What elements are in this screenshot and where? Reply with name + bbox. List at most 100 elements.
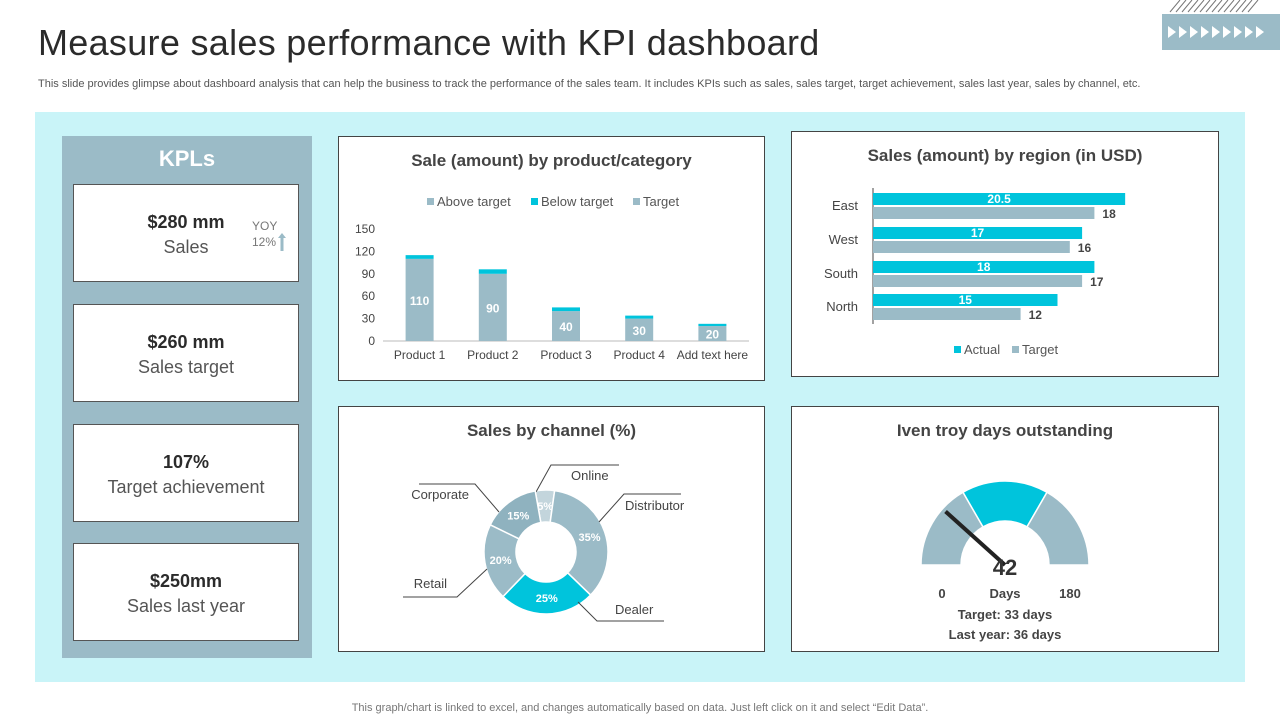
bar-actual-label: 18: [977, 260, 991, 274]
slice-category-label: Online: [571, 468, 609, 483]
slice-category-label: Dealer: [615, 602, 654, 617]
bar-below-target: [552, 307, 580, 312]
kpi-heading: KPLs: [158, 146, 216, 171]
y-tick-label: 30: [362, 312, 376, 326]
page-subtitle: This slide provides glimpse about dashbo…: [38, 78, 1141, 90]
slice-category-label: Retail: [414, 576, 447, 591]
legend-label: Below target: [541, 194, 614, 209]
bar-actual: [873, 294, 1058, 306]
bar-actual-label: 15: [959, 293, 973, 307]
donut-slice-distributor: [549, 489, 609, 597]
y-tick-label: North: [826, 299, 858, 314]
yoy-indicator: YOY 12%: [252, 218, 277, 250]
leader-line: [403, 568, 488, 598]
bar-target: [873, 241, 1070, 253]
gauge-target-text: Target: 33 days: [958, 607, 1052, 622]
slice-value-label: 15%: [507, 510, 529, 522]
channel-chart-card: Sales by channel (%) 5% Online 35% Distribu…: [338, 406, 765, 652]
y-tick-label: 60: [362, 289, 376, 303]
gauge-band: [1025, 491, 1090, 566]
legend-swatch: [633, 198, 640, 205]
chart-title: Iven troy days outstanding: [896, 421, 1114, 440]
bar-target-label: 12: [1029, 308, 1043, 322]
product-chart-card: Sale (amount) by product/category Above …: [338, 136, 765, 381]
x-tick-label: Product 1: [394, 348, 446, 362]
region-chart-card: Sales (amount) by region (in USD) 20.5 18…: [791, 131, 1219, 377]
bar-data-label: 20: [706, 328, 720, 342]
kpi-label: Sales: [163, 237, 209, 257]
kpi-label: Target achievement: [107, 477, 265, 497]
x-tick-label: Product 2: [467, 348, 519, 362]
bar-actual: [873, 193, 1126, 205]
kpi-column: KPLs $280 mm Sales YOY 12% $260 mm Sales…: [62, 136, 312, 658]
bar-actual-label: 17: [971, 226, 985, 240]
legend-label: Actual: [964, 342, 1000, 357]
leader-line: [577, 601, 664, 622]
y-tick-label: South: [824, 266, 858, 281]
kpi-card-target-achievement: 107% Target achievement: [73, 424, 299, 522]
bar-below-target: [625, 315, 654, 319]
bar-data-label: 110: [410, 294, 430, 308]
gauge-max-label: 180: [1059, 586, 1081, 601]
product-bar-chart: Above target Below target Target 0 30 60 90 120…: [355, 194, 749, 362]
yoy-label: YOY: [252, 219, 278, 233]
region-bar-chart: 20.5 18 East 17 16 West 18 17 South 15 12 North Actu…: [824, 188, 1126, 357]
kpi-value: $280 mm: [147, 212, 225, 232]
y-tick-label: 90: [362, 267, 376, 281]
donut-slice-corporate: [489, 490, 542, 540]
bar-below-target: [698, 323, 727, 327]
bar-below-target: [478, 269, 507, 274]
leader-line: [598, 493, 681, 523]
bar-above-target: [625, 318, 654, 341]
kpi-card-sales-target: $260 mm Sales target: [73, 304, 299, 402]
legend-label: Target: [1022, 342, 1059, 357]
yoy-value: 12%: [252, 235, 277, 249]
gauge-needle: [944, 509, 1007, 567]
bar-above-target: [405, 258, 434, 341]
chart-title: Sales by channel (%): [466, 421, 637, 440]
leader-line: [419, 483, 500, 513]
kpi-value: 107%: [162, 452, 210, 472]
gauge-min-label: 0: [938, 586, 945, 601]
bar-data-label: 30: [633, 324, 647, 338]
chart-title: Sale (amount) by product/category: [411, 151, 692, 170]
decorative-arrows: [1162, 0, 1280, 50]
days-gauge-chart: 42 0 Days 180 Target: 33 days Last year: 36 d…: [920, 480, 1090, 642]
bar-target: [873, 275, 1083, 287]
page-title: Measure sales performance with KPI dashb…: [38, 22, 820, 63]
slice-value-label: 35%: [578, 532, 600, 544]
bar-actual-label: 20.5: [987, 192, 1011, 206]
gauge-unit-label: Days: [989, 586, 1020, 601]
kpi-label: Sales target: [137, 357, 235, 377]
y-tick-label: West: [829, 232, 859, 247]
x-tick-label: Product 3: [540, 348, 592, 362]
bar-above-target: [698, 326, 727, 341]
kpi-card-sales: $280 mm Sales YOY 12%: [73, 184, 299, 282]
y-tick-label: East: [832, 198, 858, 213]
slice-category-label: Corporate: [411, 487, 469, 502]
legend-swatch: [427, 198, 434, 205]
bar-target-label: 18: [1102, 207, 1116, 221]
kpi-card-sales-last-year: $250mm Sales last year: [73, 543, 299, 641]
y-tick-label: 150: [355, 222, 375, 236]
slice-value-label: 20%: [490, 555, 512, 567]
bar-target-label: 16: [1078, 241, 1092, 255]
chart-title: Sales (amount) by region (in USD): [867, 146, 1143, 165]
bar-target-label: 17: [1090, 275, 1104, 289]
gauge-last-year-text: Last year: 36 days: [949, 627, 1062, 642]
legend-swatch: [954, 346, 961, 353]
leader-line: [535, 464, 619, 493]
footer-note: This graph/chart is linked to excel, and…: [351, 702, 929, 714]
bar-above-target: [478, 273, 507, 341]
channel-donut-chart: 5% Online 35% Distributor 25% Dealer 20% Retail…: [403, 464, 685, 622]
kpi-label: Sales last year: [126, 596, 246, 616]
gauge-value: 42: [993, 555, 1017, 580]
bar-data-label: 40: [559, 320, 573, 334]
bar-actual: [873, 261, 1095, 273]
kpi-value: $260 mm: [147, 332, 225, 352]
legend-label: Target: [643, 194, 680, 209]
y-tick-label: 120: [355, 244, 375, 258]
bar-actual: [873, 227, 1083, 239]
bar-data-label: 90: [486, 301, 500, 315]
bar-target: [873, 308, 1021, 320]
